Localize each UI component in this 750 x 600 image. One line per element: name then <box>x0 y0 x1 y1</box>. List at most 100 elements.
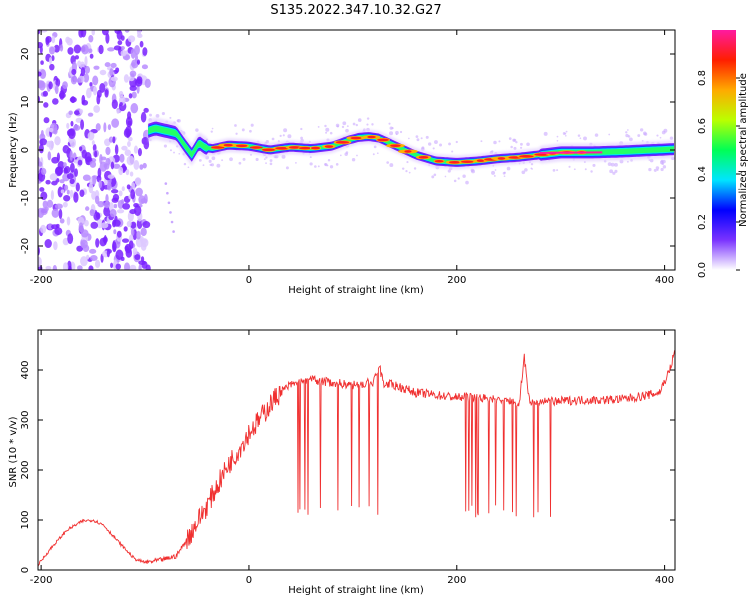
ridge-peak <box>449 161 461 164</box>
noise-blob <box>111 118 120 128</box>
ridge-speck <box>342 121 347 126</box>
ridge-speck <box>241 128 245 132</box>
noise-blob <box>94 150 98 158</box>
noise-blob <box>106 181 112 191</box>
spectrogram-xlabel: Height of straight line (km) <box>288 285 424 296</box>
ridge-speck <box>149 113 152 117</box>
y-tick-label: 10 <box>20 96 31 109</box>
noise-blob <box>97 167 102 178</box>
ridge-peak <box>310 146 321 150</box>
noise-blob <box>38 80 46 91</box>
ridge-speck <box>491 170 496 175</box>
noise-blob <box>112 163 121 169</box>
noise-blob <box>84 55 88 67</box>
noise-blob <box>119 102 123 107</box>
ridge-speck <box>356 154 358 157</box>
noise-blob <box>40 191 48 201</box>
ridge-speck <box>455 140 458 144</box>
noise-blob <box>75 182 80 192</box>
ridge-peak <box>211 146 225 149</box>
y-tick-label: 200 <box>20 460 31 479</box>
noise-blob <box>54 84 59 95</box>
colorbar-tick-label: 0.6 <box>697 118 708 134</box>
noise-blob <box>103 206 111 217</box>
spectrogram-axes: -200 0 200 400 20 10 0 -10 -20 <box>20 30 675 286</box>
noise-blob <box>140 227 147 237</box>
noise-blob <box>42 90 49 97</box>
noise-blob <box>55 78 61 87</box>
noise-blob <box>81 44 89 55</box>
noise-blob <box>81 149 88 159</box>
noise-blob <box>103 122 107 133</box>
ridge-speck <box>408 171 411 174</box>
noise-blob <box>45 36 50 46</box>
noise-blob <box>130 103 139 114</box>
ridge-speck <box>453 179 457 183</box>
snr-panel: -200 0 200 400 400 300 200 100 0 Height of strai… <box>8 329 676 596</box>
ridge-speck <box>543 131 548 136</box>
noise-blob <box>92 175 97 186</box>
noise-blob <box>52 265 57 270</box>
noise-blob <box>100 222 109 229</box>
noise-blob <box>136 230 141 240</box>
ridge-speck <box>416 138 420 142</box>
ridge-speck <box>169 116 172 119</box>
noise-blob <box>45 265 52 270</box>
noise-blob <box>38 30 41 35</box>
ridge-speck <box>211 127 214 130</box>
ridge-speck <box>324 163 328 167</box>
ridge-speck <box>556 140 559 142</box>
noise-blob <box>58 208 63 220</box>
ridge-speck <box>627 129 629 131</box>
ridge-speck <box>249 153 253 156</box>
noise-blob <box>78 222 84 233</box>
noise-blob <box>53 241 58 251</box>
noise-blob <box>107 47 115 52</box>
ridge-speck <box>263 158 266 161</box>
ridge-speck <box>335 163 339 166</box>
noise-blob <box>115 67 120 73</box>
noise-blob <box>118 190 123 197</box>
ridge-speck <box>238 161 242 165</box>
ridge-speck <box>503 171 506 174</box>
noise-blob <box>40 224 47 234</box>
ridge-speck <box>610 162 615 167</box>
ridge-speck <box>314 165 317 168</box>
ridge-speck <box>413 167 417 170</box>
noise-blob <box>87 112 94 117</box>
noise-blob <box>115 263 121 270</box>
noise-blob <box>85 206 90 211</box>
noise-blob <box>77 265 83 270</box>
noise-blob <box>99 154 103 165</box>
ridge-speck <box>265 162 267 165</box>
noise-blob <box>38 71 42 77</box>
ridge-speck <box>187 166 190 169</box>
ridge-speck <box>221 159 224 162</box>
noise-blob <box>76 78 82 84</box>
noise-blob <box>127 136 133 142</box>
noise-blob <box>83 73 90 83</box>
x-tick-label: -200 <box>30 275 53 286</box>
ridge-speck <box>608 133 611 136</box>
ridge-speck <box>183 162 187 166</box>
noise-blob <box>40 129 44 137</box>
x-tick-label: 400 <box>655 575 674 586</box>
noise-blob <box>48 127 54 133</box>
noise-blob <box>55 166 64 176</box>
noise-blob <box>45 179 51 185</box>
ridge-speck <box>556 135 559 138</box>
noise-blob <box>67 233 74 245</box>
noise-blob <box>73 44 82 54</box>
noise-blob <box>130 221 137 229</box>
noise-blob <box>111 189 119 194</box>
ridge-speck <box>444 175 447 178</box>
ridge-speck <box>309 162 313 166</box>
noise-blob <box>48 57 53 65</box>
noise-blob <box>95 238 100 248</box>
ridge-speck <box>503 175 506 178</box>
noise-blob <box>104 201 110 209</box>
colorbar-tick-label: 0.4 <box>697 166 708 182</box>
ridge-speck <box>626 160 629 163</box>
noise-blob <box>103 235 107 246</box>
noise-blob <box>104 89 109 98</box>
